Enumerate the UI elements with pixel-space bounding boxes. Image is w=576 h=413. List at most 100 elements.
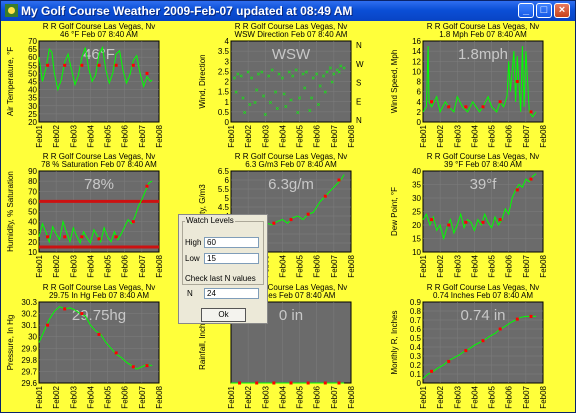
daily-marker (97, 63, 101, 67)
chart-title-line1: R R Golf Course Las Vegas, Nv (235, 22, 348, 31)
ok-button[interactable]: Ok (201, 308, 246, 322)
series-line (422, 173, 537, 241)
x-tick-label: Feb08 (155, 254, 164, 277)
y-tick-label: 4 (417, 98, 422, 107)
daily-marker (323, 381, 327, 385)
y-tick-label: 0 (417, 379, 422, 388)
data-point: × (294, 67, 298, 74)
maximize-button[interactable]: □ (536, 3, 552, 18)
daily-marker (145, 364, 149, 368)
compass-label: S (356, 79, 361, 88)
current-value: 0 in (279, 307, 303, 324)
y-tick-label: 6.5 (218, 167, 230, 176)
chart-title-line2: WSW Direction Feb 07 8:40 AM (235, 30, 348, 39)
chart-title-line1: R R Golf Course Las Vegas, Nv (427, 152, 540, 161)
current-value: 6.3g/m (268, 176, 314, 193)
chart-wind-speed: R R Golf Course Las Vegas, Nv 1.8 Mph Feb… (385, 21, 575, 151)
current-value: 0.74 in (460, 307, 505, 324)
low-label: Low (185, 254, 200, 263)
x-tick-label: Feb06 (121, 385, 130, 408)
chart-pressure: R R Golf Course Las Vegas, Nv 29.75 In Hg… (1, 282, 193, 412)
low-input[interactable] (204, 253, 259, 264)
n-input[interactable] (204, 288, 259, 299)
x-tick-label: Feb07 (522, 254, 531, 277)
data-point: × (275, 106, 279, 113)
data-point: × (325, 69, 329, 76)
compass-label: N (356, 116, 362, 125)
daily-marker (131, 63, 135, 67)
y-tick-label: 25 (412, 208, 421, 217)
app-icon (5, 4, 18, 17)
series-line (38, 45, 153, 92)
x-tick-label: Feb08 (155, 385, 164, 408)
x-tick-label: Feb01 (227, 385, 236, 408)
y-tick-label: 29.9 (21, 344, 37, 353)
y-tick-label: 30 (28, 333, 37, 342)
high-input[interactable] (204, 237, 259, 248)
daily-marker (447, 359, 451, 363)
y-tick-label: 0 (417, 118, 422, 127)
y-tick-label: 1 (225, 98, 230, 107)
daily-marker (430, 100, 434, 104)
y-tick-label: 29.8 (21, 356, 37, 365)
watch-levels-dialog: Watch Levels High Low Check last N value… (178, 214, 268, 324)
daily-marker (145, 71, 149, 75)
y-tick-label: 30.1 (21, 321, 37, 330)
y-tick-label: 2 (225, 78, 230, 87)
daily-marker (481, 339, 485, 343)
close-button[interactable]: × (554, 3, 570, 18)
y-tick-label: 12 (412, 57, 421, 66)
y-tick-label: 6 (225, 176, 230, 185)
x-tick-label: Feb03 (261, 385, 270, 408)
x-tick-label: Feb01 (419, 385, 428, 408)
data-point: × (253, 100, 257, 107)
x-tick-label: Feb02 (52, 254, 61, 277)
daily-marker (63, 63, 67, 67)
y-tick-label: 6 (417, 88, 422, 97)
x-tick-label: Feb08 (539, 385, 548, 408)
daily-marker (145, 184, 149, 188)
chart-dew-point: R R Golf Course Las Vegas, Nv 39 °F Feb 0… (385, 151, 575, 281)
y-axis-label: Pressure, In Hg (6, 315, 15, 371)
data-point: × (248, 102, 252, 109)
compass-label: E (356, 97, 361, 106)
y-tick-label: 20 (412, 221, 421, 230)
minimize-button[interactable]: _ (518, 3, 534, 18)
y-tick-label: 30.3 (21, 298, 37, 307)
y-axis-label: Air Temperature, °F (6, 47, 15, 116)
y-tick-label: 50 (28, 208, 37, 217)
y-tick-label: 35 (412, 181, 421, 190)
daily-marker (272, 221, 276, 225)
y-tick-label: 10 (28, 248, 37, 257)
daily-marker (464, 105, 468, 109)
x-tick-label: Feb05 (488, 385, 497, 408)
data-point: × (236, 71, 240, 78)
y-tick-label: 30 (28, 102, 37, 111)
chart-title-line2: 46 °F Feb 07 8:40 AM (60, 30, 138, 39)
x-tick-label: Feb01 (35, 385, 44, 408)
data-point: × (332, 71, 336, 78)
daily-marker (323, 194, 327, 198)
daily-marker (63, 307, 67, 311)
daily-marker (97, 332, 101, 336)
plot-area (230, 170, 352, 253)
y-tick-label: 1.5 (218, 88, 230, 97)
data-point: × (339, 63, 343, 70)
x-tick-label: Feb08 (539, 124, 548, 147)
title-bar[interactable]: My Golf Course Weather 2009-Feb-07 updat… (1, 1, 575, 21)
compass-label: W (356, 60, 364, 69)
data-point: × (342, 65, 346, 72)
y-tick-label: 10 (412, 248, 421, 257)
x-tick-label: Feb04 (278, 385, 287, 408)
window-title: My Golf Course Weather 2009-Feb-07 updat… (21, 4, 353, 18)
x-tick-label: Feb02 (436, 254, 445, 277)
daily-marker (306, 381, 310, 385)
current-value: 29.75hg (72, 307, 126, 324)
y-tick-label: 3.5 (218, 47, 230, 56)
x-tick-label: Feb02 (436, 385, 445, 408)
y-tick-label: 55 (28, 61, 37, 70)
x-tick-label: Feb02 (52, 124, 61, 147)
daily-marker (430, 369, 434, 373)
